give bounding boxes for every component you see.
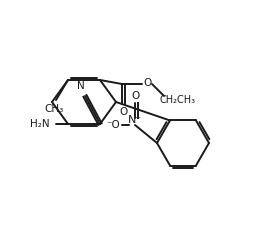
Text: N⁺: N⁺: [128, 115, 142, 125]
Text: N: N: [77, 81, 85, 91]
Text: ⁻O: ⁻O: [106, 120, 120, 130]
Text: O: O: [119, 107, 127, 117]
Text: O: O: [131, 91, 139, 101]
Text: O: O: [144, 78, 152, 88]
Text: CH₃: CH₃: [44, 104, 64, 114]
Text: CH₂CH₃: CH₂CH₃: [160, 95, 196, 105]
Text: H₂N: H₂N: [30, 119, 50, 129]
